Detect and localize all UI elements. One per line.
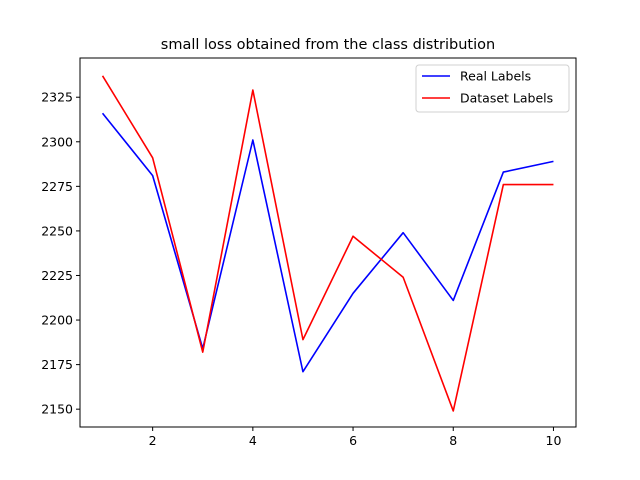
legend-label: Real Labels — [460, 69, 531, 84]
x-tick-label: 6 — [349, 433, 357, 448]
chart-title: small loss obtained from the class distr… — [161, 37, 495, 53]
plot-lines — [101, 75, 554, 412]
y-tick-label: 2325 — [41, 90, 73, 105]
y-tick-label: 2300 — [41, 134, 73, 149]
y-tick-label: 2200 — [41, 313, 73, 328]
series-line-dataset-labels — [101, 75, 554, 412]
legend-label: Dataset Labels — [460, 91, 553, 106]
x-tick-label: 10 — [546, 433, 562, 448]
y-axis-ticks: 2150 2175 2200 2225 2250 2275 2300 2325 — [41, 90, 80, 417]
series-line-real-labels — [101, 112, 554, 373]
legend-box — [415, 64, 570, 113]
y-tick-label: 2275 — [41, 179, 73, 194]
x-tick-label: 8 — [449, 433, 457, 448]
x-axis-ticks: 2 4 6 8 10 — [149, 427, 562, 448]
y-tick-label: 2175 — [41, 357, 73, 372]
x-tick-label: 2 — [149, 433, 157, 448]
y-tick-label: 2250 — [41, 223, 73, 238]
axes-frame — [79, 57, 577, 428]
y-tick-label: 2150 — [41, 402, 73, 417]
y-tick-label: 2225 — [41, 268, 73, 283]
x-tick-label: 4 — [249, 433, 257, 448]
legend: Real Labels Dataset Labels — [415, 64, 570, 113]
